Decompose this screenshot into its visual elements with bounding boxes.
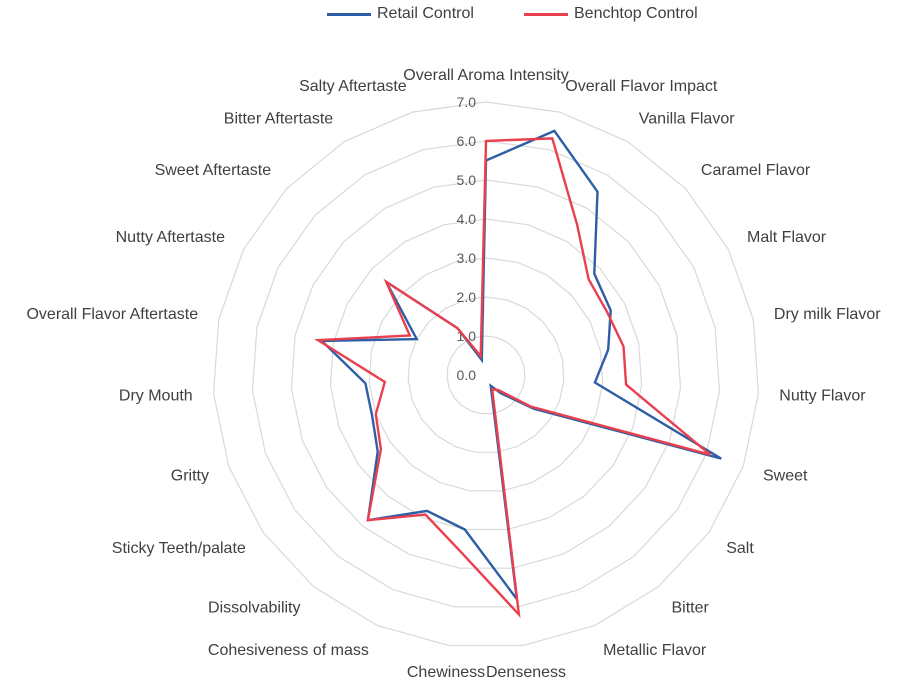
r-tick-label: 2.0 <box>457 289 477 305</box>
grid-ring-2 <box>407 296 565 453</box>
legend-item-retail-control: Retail Control <box>327 5 474 23</box>
r-tick-label: 5.0 <box>457 172 477 188</box>
radial-tick-labels: 0.01.02.03.04.05.06.07.0 <box>457 94 477 383</box>
category-label-vanilla-flavor: Vanilla Flavor <box>639 111 735 128</box>
r-tick-label: 6.0 <box>457 133 477 149</box>
series-line-retail-control <box>318 129 722 604</box>
category-label-nutty-flavor: Nutty Flavor <box>779 388 866 405</box>
category-label-nutty-aftertaste: Nutty Aftertaste <box>116 229 225 246</box>
grid-ring-5 <box>290 179 682 569</box>
category-label-caramel-flavor: Caramel Flavor <box>701 162 811 179</box>
category-label-sweet-aftertaste: Sweet Aftertaste <box>155 162 272 179</box>
r-tick-label: 0.0 <box>457 367 477 383</box>
category-label-dissolvability: Dissolvability <box>208 600 300 617</box>
legend-swatch-retail-control <box>327 12 371 16</box>
category-label-overall-aroma-intensity: Overall Aroma Intensity <box>403 67 568 84</box>
grid <box>212 101 760 647</box>
category-label-denseness: Denseness <box>486 664 566 681</box>
series-line-benchtop-control <box>314 137 711 619</box>
grid-ring-4 <box>329 218 643 531</box>
category-label-metallic-flavor: Metallic Flavor <box>603 642 707 659</box>
category-label-sweet: Sweet <box>763 468 808 485</box>
category-label-malt-flavor: Malt Flavor <box>747 229 827 246</box>
category-label-overall-flavor-impact: Overall Flavor Impact <box>565 78 718 95</box>
category-label-salty-aftertaste: Salty Aftertaste <box>299 78 407 95</box>
category-label-overall-flavor-aftertaste: Overall Flavor Aftertaste <box>26 306 198 323</box>
r-tick-label: 7.0 <box>457 94 477 110</box>
category-label-chewiness: Chewiness <box>407 664 485 681</box>
r-tick-label: 4.0 <box>457 211 477 227</box>
legend-label-retail-control: Retail Control <box>377 5 474 22</box>
category-label-dry-milk-flavor: Dry milk Flavor <box>774 306 881 323</box>
category-label-bitter-aftertaste: Bitter Aftertaste <box>224 111 333 128</box>
category-label-dry-mouth: Dry Mouth <box>119 388 193 405</box>
category-label-bitter: Bitter <box>672 600 710 617</box>
grid-ring-3 <box>368 257 604 492</box>
category-label-gritty: Gritty <box>171 468 209 485</box>
grid-ring-7 <box>212 101 760 647</box>
legend-label-benchtop-control: Benchtop Control <box>574 5 698 22</box>
grid-ring-6 <box>251 140 721 608</box>
legend-item-benchtop-control: Benchtop Control <box>524 5 698 23</box>
legend-swatch-benchtop-control <box>524 12 568 16</box>
category-label-salt: Salt <box>726 540 754 557</box>
grid-ring-1 <box>446 335 526 415</box>
legend: Retail Control Benchtop Control <box>0 5 923 27</box>
r-tick-label: 3.0 <box>457 250 477 266</box>
category-label-cohesiveness-of-mass: Cohesiveness of mass <box>208 642 369 659</box>
series-lines <box>314 129 722 619</box>
category-label-sticky-teeth-palate: Sticky Teeth/palate <box>112 540 246 557</box>
